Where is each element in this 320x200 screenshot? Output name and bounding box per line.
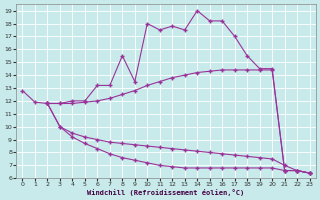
- X-axis label: Windchill (Refroidissement éolien,°C): Windchill (Refroidissement éolien,°C): [87, 189, 245, 196]
